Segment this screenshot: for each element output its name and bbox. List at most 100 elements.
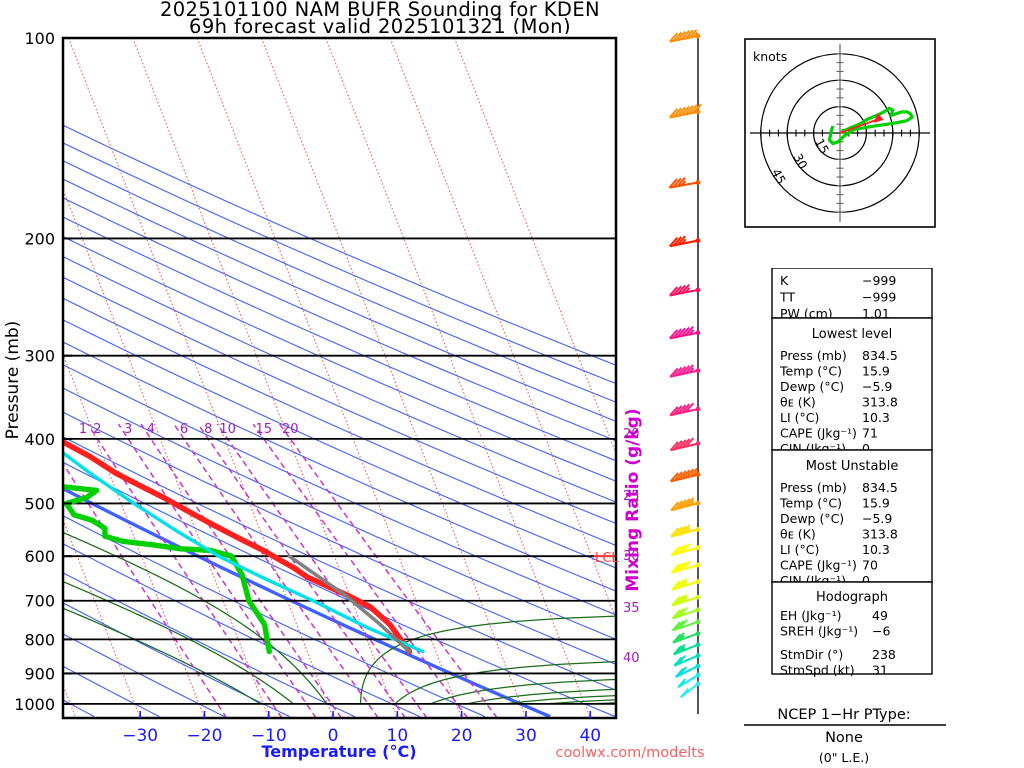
panel-row-value: −999	[862, 290, 896, 305]
panel-row-label: Press (mb)	[780, 480, 847, 495]
panel-section-box	[771, 449, 933, 583]
dry-adiabat-line	[63, 178, 616, 422]
wind-barb	[669, 30, 701, 43]
barb-full-flag	[678, 578, 688, 589]
barb-point	[695, 545, 701, 551]
dry-adiabat-line	[63, 341, 616, 592]
barb-full-flag	[677, 470, 687, 481]
storm-motion-line	[839, 118, 880, 134]
barb-full-flag	[674, 562, 684, 573]
wind-barb-panel[interactable]	[650, 30, 722, 720]
mixing-ratio-value-label: 4	[147, 422, 155, 437]
sounding-curve-dewpoint	[63, 484, 272, 655]
barb-point	[695, 330, 701, 336]
dry-adiabat-line	[63, 124, 616, 366]
lcl-label: LCL	[595, 551, 619, 566]
barb-full-flag	[684, 30, 694, 40]
pressure-tick-label: 200	[24, 229, 55, 248]
sounding-trace-group	[63, 438, 616, 655]
mixing-ratio-axis-tick: 40	[623, 651, 640, 666]
barb-full-flag	[673, 656, 683, 667]
barb-point	[695, 653, 701, 658]
dry-adiabat-line	[63, 216, 616, 462]
barb-half-flag	[688, 367, 695, 374]
moist-adiabat-line	[430, 678, 616, 705]
barb-full-flag	[669, 286, 679, 297]
isotherm-line	[68, 38, 334, 718]
wind-barb	[673, 653, 701, 667]
title-line-1: 2025101100 NAM BUFR Sounding for KDEN	[160, 0, 600, 21]
barb-full-flag	[674, 595, 684, 605]
barb-point	[695, 33, 701, 39]
mixing-ratio-value-label: 20	[282, 422, 299, 437]
barb-full-flag	[671, 609, 681, 620]
barb-half-flag	[680, 180, 687, 187]
panel-row-value: −5.9	[862, 379, 892, 394]
panel-row-label: CAPE (Jkg⁻¹)	[780, 426, 857, 441]
watermark-block: coolwx.com/modelts	[555, 745, 704, 761]
barb-half-flag	[679, 634, 685, 641]
barb-full-flag	[678, 594, 688, 604]
dry-adiabat-line	[63, 235, 616, 482]
panel-row-label: θᴇ (K)	[780, 395, 816, 410]
mixing-ratio-value-label: 1	[79, 422, 87, 437]
isotherm-line	[132, 38, 398, 718]
barb-full-flag	[677, 439, 687, 450]
wind-barb	[669, 364, 701, 378]
barb-point	[695, 368, 701, 373]
barb-full-flag	[677, 525, 687, 536]
barb-full-flag	[669, 472, 679, 483]
moist-adiabat-line	[359, 615, 616, 704]
barb-half-flag	[692, 470, 699, 477]
isotherm-line	[63, 518, 141, 718]
barb-full-flag	[671, 596, 681, 607]
mixing-ratio-line	[87, 423, 283, 718]
barb-full-flag	[675, 608, 685, 618]
wind-barb	[677, 672, 701, 689]
hodograph-ring-label: 45	[769, 167, 789, 187]
temperature-axis: −30 −20 −10 0 10 20 30 40	[122, 711, 601, 746]
panel-row-label: TT	[779, 290, 795, 305]
temperature-tick-label: 40	[579, 726, 601, 746]
panel-row-label: Temp (°C)	[779, 496, 842, 511]
mixing-ratio-line	[278, 423, 498, 718]
hodograph-unit-label: knots	[753, 49, 787, 64]
barb-full-flag	[669, 237, 679, 247]
barb-full-flag	[674, 579, 684, 590]
pressure-tick-label: 500	[24, 494, 55, 513]
barb-full-flag	[677, 365, 687, 376]
barb-full-flag	[692, 103, 702, 114]
dry-adiabat-line	[63, 142, 616, 385]
barb-full-flag	[669, 406, 679, 416]
mixing-ratio-value-label: 6	[180, 422, 188, 437]
barb-point	[695, 562, 701, 568]
dry-adiabat-line	[63, 160, 616, 403]
sounding-indices-panel: K −999 TT −999 PW (cm) 1.01 Lowest level Press …	[771, 268, 933, 678]
dry-adiabat-line	[63, 665, 160, 718]
barb-full-flag	[680, 283, 690, 294]
panel-row-label: Temp (°C)	[779, 364, 842, 379]
pressure-tick-label: 300	[24, 347, 55, 366]
barb-point	[695, 642, 701, 648]
panel-row-label: CAPE (Jkg⁻¹)	[780, 558, 857, 573]
ptype-panel: NCEP 1−Hr PType: None (0" L.E.)	[744, 707, 946, 765]
panel-row-label: SREH (Jkg⁻¹)	[780, 624, 858, 639]
isotherm-line	[453, 38, 616, 456]
panel-section-box	[771, 581, 933, 675]
barb-full-flag	[676, 655, 686, 665]
panel-row-label: StmDir (°)	[780, 647, 843, 662]
wind-barb	[669, 235, 701, 248]
storm-motion-head	[873, 112, 884, 123]
storm-motion-arrow	[839, 112, 884, 134]
ptype-heading: NCEP 1−Hr PType:	[777, 707, 910, 723]
pressure-axis: 100 200 300 400 500 600 700 800 900 1000	[14, 29, 72, 714]
panel-row-value: −6	[872, 624, 890, 639]
barb-full-flag	[674, 545, 684, 555]
isotherm-line	[389, 38, 616, 621]
barb-full-flag	[672, 177, 682, 188]
barb-full-flag	[678, 606, 688, 617]
wind-barb	[680, 681, 701, 699]
